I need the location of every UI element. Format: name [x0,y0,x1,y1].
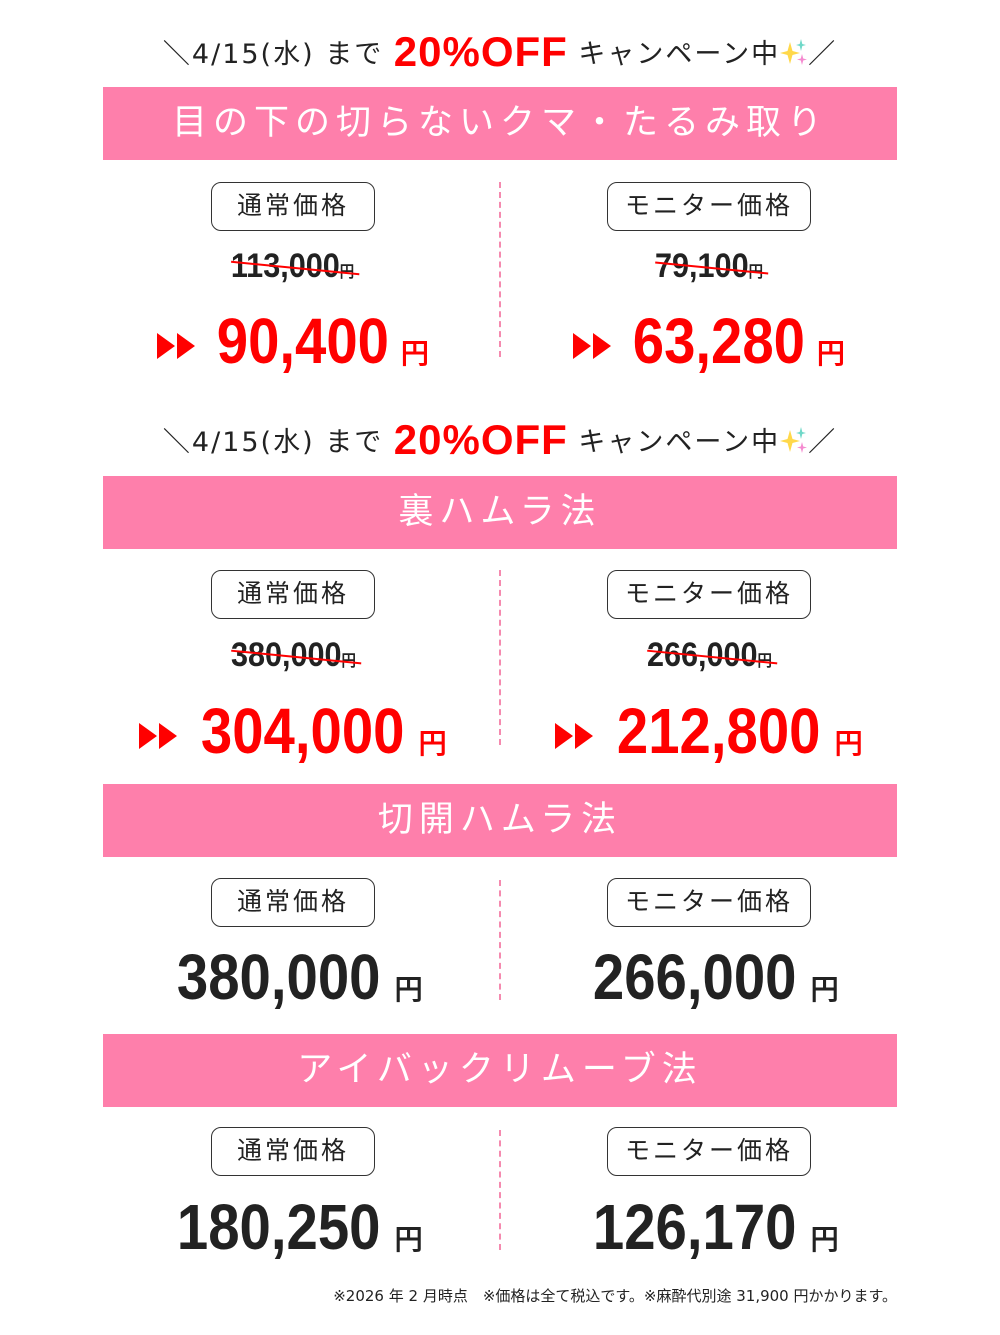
monitor-price-label: モニター価格 [607,570,811,619]
double-arrow-icon [139,690,179,749]
campaign-discount: 20%OFF [393,28,568,75]
regular-price: 304,000 円 [83,690,503,768]
footnote: ※2026 年 2 月時点 ※価格は全て税込です。※麻酔代別途 31,900 円… [333,1287,897,1305]
price-amount: 266,000 [593,941,797,1013]
regular-price-label: 通常価格 [211,1127,375,1176]
campaign-suffix: キャンペーン中 [567,39,781,70]
monitor-price: 63,280 円 [499,300,919,378]
section-title: 切開ハムラ法 [103,784,897,857]
regular-price-label: 通常価格 [211,570,375,619]
campaign-banner: ＼4/15(水) まで 20%OFF キャンペーン中 ／ [0,28,1000,76]
campaign-prefix: ＼4/15(水) まで [162,39,394,70]
column-divider [499,1130,501,1250]
double-arrow-icon [555,690,595,749]
price-amount: 212,800 [617,695,821,767]
price-amount: 380,000 [177,941,381,1013]
campaign-suffix: キャンペーン中 [567,427,781,458]
yen-unit: 円 [394,974,423,1005]
column-divider [499,880,501,1000]
campaign-discount: 20%OFF [393,416,568,463]
double-arrow-icon [157,300,197,359]
yen-unit: 円 [418,728,447,759]
section-title: 裏ハムラ法 [103,476,897,549]
price-amount: 90,400 [216,305,390,377]
monitor-price-label: モニター価格 [607,878,811,927]
regular-price: 380,000 円 [83,940,503,1014]
yen-unit: 円 [810,974,839,1005]
price-amount: 126,170 [593,1191,797,1263]
sparkles-icon [780,426,808,454]
regular-price-label: 通常価格 [211,878,375,927]
yen-unit: 円 [810,1224,839,1255]
price-amount: 63,280 [632,305,806,377]
monitor-price: 266,000 円 [499,940,919,1014]
price-amount: 304,000 [201,695,405,767]
yen-unit: 円 [834,728,863,759]
column-divider [499,570,501,745]
sparkles-icon [780,38,808,66]
campaign-end: ／ [808,427,838,458]
yen-unit: 円 [816,338,845,369]
campaign-banner: ＼4/15(水) まで 20%OFF キャンペーン中 ／ [0,416,1000,464]
monitor-original-price: 79,100円 [499,247,919,286]
monitor-price-label: モニター価格 [607,182,811,231]
monitor-price: 212,800 円 [499,690,919,768]
section-title: アイバックリムーブ法 [103,1034,897,1107]
yen-unit: 円 [400,338,429,369]
campaign-prefix: ＼4/15(水) まで [162,427,394,458]
monitor-price: 126,170 円 [499,1190,919,1264]
regular-price-label: 通常価格 [211,182,375,231]
yen-unit: 円 [394,1224,423,1255]
double-arrow-icon [573,300,613,359]
campaign-end: ／ [808,39,838,70]
monitor-price-label: モニター価格 [607,1127,811,1176]
regular-price: 90,400 円 [83,300,503,378]
section-title: 目の下の切らないクマ・たるみ取り [103,87,897,160]
column-divider [499,182,501,357]
regular-price: 180,250 円 [83,1190,503,1264]
price-amount: 180,250 [177,1191,381,1263]
